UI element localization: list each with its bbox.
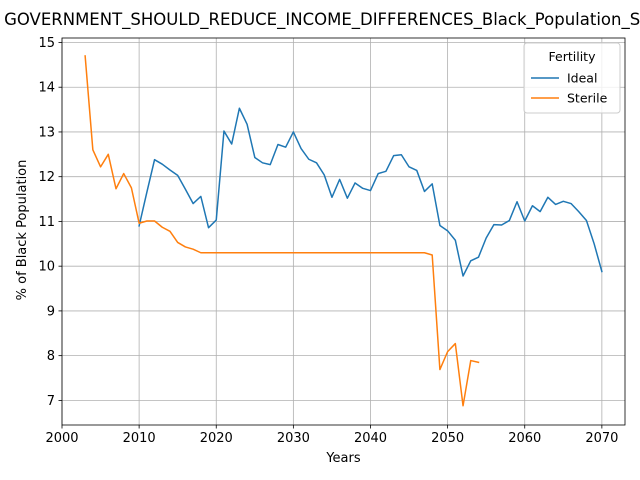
plot-frame (61, 37, 626, 426)
legend: Fertility Ideal Sterile (523, 42, 621, 114)
legend-label-ideal: Ideal (567, 71, 597, 86)
x-tick-label: 2040 (354, 431, 387, 446)
x-tick-label: 2070 (585, 431, 618, 446)
y-axis-label: % of Black Population (15, 160, 30, 301)
x-tick-label: 2020 (200, 431, 233, 446)
legend-label-sterile: Sterile (567, 91, 608, 106)
legend-box (523, 42, 621, 114)
x-axis-label: Years (325, 451, 361, 466)
x-tick-label: 2060 (508, 431, 541, 446)
axis-ticks: 2000 2010 2020 2030 2040 2050 2060 2070 7 8 9 10 11 1… (38, 36, 618, 446)
x-tick-label: 2050 (431, 431, 464, 446)
series-line-ideal (138, 107, 603, 277)
y-tick-label: 9 (47, 304, 55, 319)
y-tick-label: 11 (38, 215, 55, 230)
y-tick-label: 14 (38, 81, 55, 96)
y-tick-label: 12 (38, 170, 55, 185)
chart-title: GOVERNMENT_SHOULD_REDUCE_INCOME_DIFFEREN… (4, 10, 640, 30)
y-tick-label: 13 (38, 125, 55, 140)
series-layer (84, 55, 603, 407)
x-tick-label: 2010 (123, 431, 156, 446)
y-tick-label: 8 (47, 349, 55, 364)
x-tick-label: 2000 (45, 431, 78, 446)
y-tick-label: 7 (47, 394, 55, 409)
legend-title: Fertility (549, 49, 597, 64)
series-line-sterile (84, 55, 480, 407)
y-tick-label: 15 (38, 36, 55, 51)
x-tick-label: 2030 (277, 431, 310, 446)
y-tick-label: 10 (38, 260, 55, 275)
